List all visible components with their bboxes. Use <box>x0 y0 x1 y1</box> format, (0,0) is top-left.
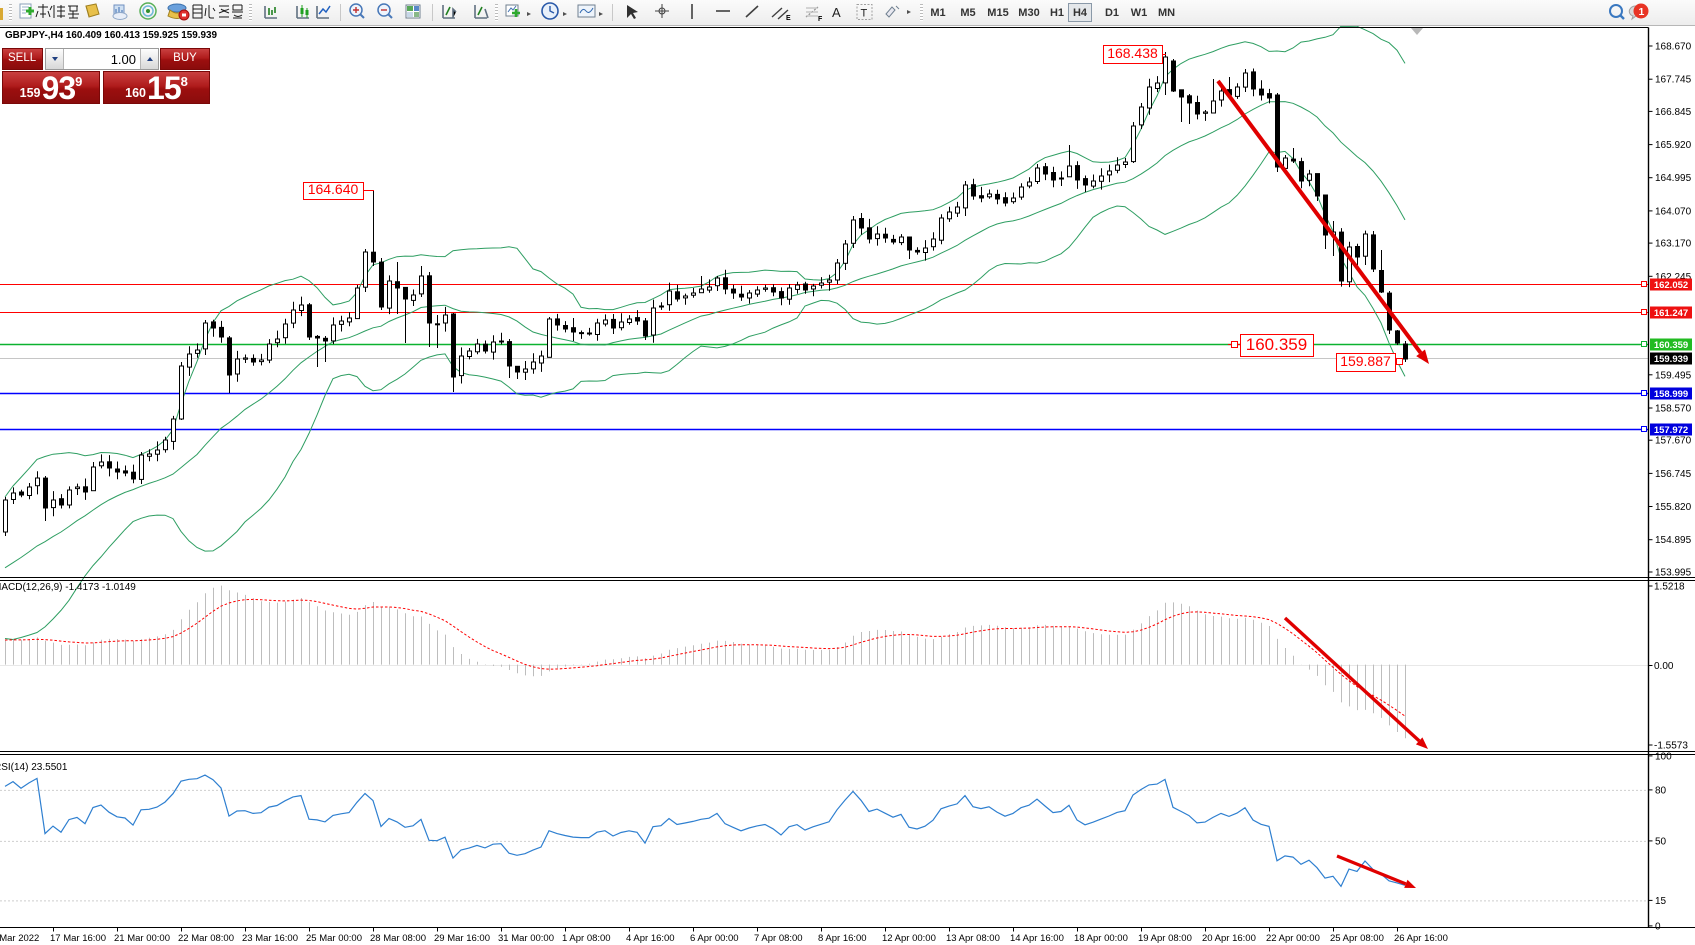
svg-text:167.745: 167.745 <box>1655 75 1692 86</box>
svg-text:100: 100 <box>1655 751 1672 762</box>
svg-text:158.999: 158.999 <box>1654 389 1688 400</box>
svg-text:12 Apr 00:00: 12 Apr 00:00 <box>882 933 936 944</box>
svg-text:8 Apr 16:00: 8 Apr 16:00 <box>818 933 867 944</box>
svg-text:4 Apr 16:00: 4 Apr 16:00 <box>626 933 675 944</box>
svg-text:GBPJPY-,H4 160.409 160.413 15: GBPJPY-,H4 160.409 160.413 159.925 159.9… <box>5 30 217 41</box>
svg-text:7 Apr 08:00: 7 Apr 08:00 <box>754 933 803 944</box>
svg-text:158.570: 158.570 <box>1655 404 1692 415</box>
svg-text:163.170: 163.170 <box>1655 239 1692 250</box>
svg-text:164.640: 164.640 <box>308 181 359 197</box>
svg-text:15: 15 <box>1655 896 1667 907</box>
svg-text:156.745: 156.745 <box>1655 469 1692 480</box>
svg-text:80: 80 <box>1655 785 1667 796</box>
svg-text:16 Mar 2022: 16 Mar 2022 <box>0 933 39 944</box>
svg-text:14 Apr 16:00: 14 Apr 16:00 <box>1010 933 1064 944</box>
svg-text:T: T <box>861 8 868 20</box>
svg-text:164.070: 164.070 <box>1655 206 1692 217</box>
svg-text:25 Mar 00:00: 25 Mar 00:00 <box>306 933 362 944</box>
svg-text:165.920: 165.920 <box>1655 140 1692 151</box>
svg-text:162.245: 162.245 <box>1655 272 1692 283</box>
svg-text:13 Apr 08:00: 13 Apr 08:00 <box>946 933 1000 944</box>
svg-text:159.495: 159.495 <box>1655 370 1692 381</box>
svg-text:E: E <box>786 15 791 22</box>
svg-text:20 Apr 16:00: 20 Apr 16:00 <box>1202 933 1256 944</box>
svg-text:0.00: 0.00 <box>1654 661 1674 672</box>
svg-text:A: A <box>832 5 841 20</box>
svg-text:31 Mar 00:00: 31 Mar 00:00 <box>498 933 554 944</box>
svg-text:159.887: 159.887 <box>1340 353 1391 369</box>
svg-text:21 Mar 00:00: 21 Mar 00:00 <box>114 933 170 944</box>
svg-text:6 Apr 00:00: 6 Apr 00:00 <box>690 933 739 944</box>
svg-text:161.247: 161.247 <box>1654 308 1688 319</box>
svg-text:168.438: 168.438 <box>1107 45 1158 61</box>
svg-text:160.359: 160.359 <box>1246 335 1307 354</box>
svg-text:157.670: 157.670 <box>1655 436 1692 447</box>
svg-text:22 Mar 08:00: 22 Mar 08:00 <box>178 933 234 944</box>
svg-text:26 Apr 16:00: 26 Apr 16:00 <box>1394 933 1448 944</box>
svg-text:22 Apr 00:00: 22 Apr 00:00 <box>1266 933 1320 944</box>
svg-text:19 Apr 08:00: 19 Apr 08:00 <box>1138 933 1192 944</box>
svg-text:0: 0 <box>1655 921 1661 932</box>
svg-text:F: F <box>818 16 823 23</box>
svg-text:25 Apr 08:00: 25 Apr 08:00 <box>1330 933 1384 944</box>
svg-text:153.995: 153.995 <box>1655 568 1692 579</box>
svg-text:1 Apr 08:00: 1 Apr 08:00 <box>562 933 611 944</box>
svg-text:-1.5573: -1.5573 <box>1654 741 1688 752</box>
svg-text:166.845: 166.845 <box>1655 107 1692 118</box>
svg-text:160.359: 160.359 <box>1654 340 1688 351</box>
svg-text:154.895: 154.895 <box>1655 535 1692 546</box>
svg-text:28 Mar 08:00: 28 Mar 08:00 <box>370 933 426 944</box>
svg-text:18 Apr 00:00: 18 Apr 00:00 <box>1074 933 1128 944</box>
svg-text:162.052: 162.052 <box>1654 280 1688 291</box>
svg-text:1: 1 <box>1639 6 1645 18</box>
svg-text:164.995: 164.995 <box>1655 173 1692 184</box>
svg-text:157.972: 157.972 <box>1654 425 1688 436</box>
svg-text:29 Mar 16:00: 29 Mar 16:00 <box>434 933 490 944</box>
svg-text:23 Mar 16:00: 23 Mar 16:00 <box>242 933 298 944</box>
svg-text:159.939: 159.939 <box>1654 354 1688 365</box>
svg-text:1.5218: 1.5218 <box>1654 582 1685 593</box>
svg-text:17 Mar 16:00: 17 Mar 16:00 <box>50 933 106 944</box>
svg-text:50: 50 <box>1655 836 1667 847</box>
svg-text:MACD(12,26,9) -1.4173 -1.0149: MACD(12,26,9) -1.4173 -1.0149 <box>0 582 136 593</box>
svg-text:RSI(14) 23.5501: RSI(14) 23.5501 <box>0 762 68 773</box>
svg-text:155.820: 155.820 <box>1655 502 1692 513</box>
svg-text:168.670: 168.670 <box>1655 42 1692 53</box>
